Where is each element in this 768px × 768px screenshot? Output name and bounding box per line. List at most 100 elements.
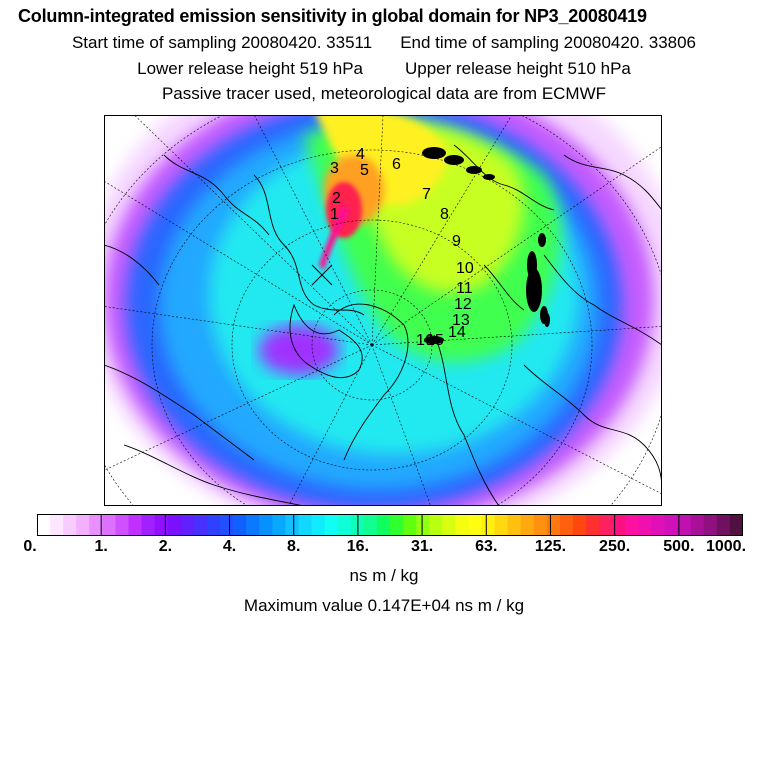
colorbar-swatch xyxy=(89,514,103,536)
lower-release-height-label: Lower release height 519 hPa xyxy=(137,59,363,78)
colorbar-swatch xyxy=(376,514,391,536)
colorbar-swatch xyxy=(141,514,156,536)
colorbar-swatch xyxy=(703,514,718,536)
colorbar-swatch xyxy=(664,514,679,536)
time-marker-8: 8 xyxy=(440,206,449,223)
colorbar-swatch xyxy=(573,514,587,536)
time-marker-6: 6 xyxy=(392,156,401,173)
colorbar xyxy=(36,514,744,536)
time-marker-14: 14 xyxy=(448,324,466,341)
colorbar-swatch xyxy=(520,514,535,536)
colorbar-swatch xyxy=(729,514,744,536)
colorbar-tick-label: 250. xyxy=(599,538,631,555)
colorbar-tick-label: 31. xyxy=(410,538,434,555)
colorbar-swatch xyxy=(403,514,417,536)
colorbar-swatch xyxy=(546,514,561,536)
colorbar-swatch xyxy=(716,514,731,536)
colorbar-swatch xyxy=(690,514,705,536)
colorbar-tick-label: 4. xyxy=(222,538,237,555)
time-marker-2: 2 xyxy=(332,190,341,207)
colorbar-swatch xyxy=(651,514,666,536)
maximum-value-label: Maximum value 0.147E+04 ns m / kg xyxy=(243,596,525,615)
colorbar-swatch xyxy=(50,514,64,536)
colorbar-swatch xyxy=(233,514,247,536)
time-marker-3: 3 xyxy=(330,160,339,177)
colorbar-swatch xyxy=(259,514,273,536)
start-time-label: Start time of sampling 20080420. 33511 xyxy=(71,33,373,52)
colorbar-swatch xyxy=(76,514,90,536)
upper-release-height-label: Upper release height 510 hPa xyxy=(405,59,631,78)
map-border xyxy=(104,115,662,506)
colorbar-swatch xyxy=(167,514,182,536)
colorbar-swatch xyxy=(337,514,352,536)
colorbar-tick-label: 2. xyxy=(158,538,173,555)
colorbar-swatch xyxy=(206,514,221,536)
model-note: Passive tracer used, meteorological data… xyxy=(161,84,607,103)
colorbar-swatch xyxy=(193,514,208,536)
colorbar-swatch xyxy=(416,514,430,536)
colorbar-swatch xyxy=(494,514,509,536)
colorbar-swatch xyxy=(677,514,692,536)
colorbar-tick-labels: 0. 1. 2. 4. 8. 16. 31. 63. 125. 250. 500. 1000. xyxy=(0,538,768,560)
colorbar-swatch xyxy=(586,514,600,536)
colorbar-tick-label: 63. xyxy=(475,538,498,555)
colorbar-swatch xyxy=(246,514,260,536)
colorbar-tick-label: 500. xyxy=(663,538,695,555)
colorbar-svg xyxy=(36,514,744,536)
time-marker-15: 15 xyxy=(426,332,444,349)
release-location-marker xyxy=(311,264,333,286)
colorbar-swatch xyxy=(324,514,339,536)
time-markers: 1 2 3 4 5 6 7 8 9 10 11 12 13 14 15 16 xyxy=(330,146,474,349)
colorbar-swatch xyxy=(468,514,483,536)
colorbar-swatch xyxy=(285,514,300,536)
sampling-times: Start time of sampling 20080420. 33511 En… xyxy=(0,33,768,53)
coastlines xyxy=(104,144,662,506)
colorbar-border xyxy=(37,514,743,536)
colorbar-swatch xyxy=(481,514,496,536)
time-marker-5: 5 xyxy=(360,162,369,179)
colorbar-swatch xyxy=(115,514,130,536)
colorbar-swatch xyxy=(638,514,653,536)
sensitivity-plume xyxy=(319,205,350,270)
end-time-label: End time of sampling 20080420. 33806 xyxy=(400,33,697,52)
plot-title: Column-integrated emission sensitivity i… xyxy=(18,6,647,26)
colorbar-tick-label: 8. xyxy=(287,538,301,555)
colorbar-swatch xyxy=(272,514,286,536)
time-marker-4: 4 xyxy=(356,146,365,163)
colorbar-swatch xyxy=(63,514,77,536)
colorbar-swatch xyxy=(507,514,522,536)
colorbar-swatch xyxy=(37,514,51,536)
time-marker-7: 7 xyxy=(422,186,431,203)
colorbar-swatch xyxy=(533,514,548,536)
release-heights: Lower release height 519 hPa Upper releas… xyxy=(0,59,768,79)
colorbar-swatch xyxy=(102,514,117,536)
time-marker-16: 16 xyxy=(416,332,434,349)
colorbar-swatch xyxy=(154,514,169,536)
colorbar-tick-label: 1. xyxy=(94,538,108,555)
colorbar-swatch xyxy=(625,514,639,536)
colorbar-swatch xyxy=(220,514,234,536)
time-marker-11: 11 xyxy=(456,280,473,297)
colorbar-swatch xyxy=(390,514,404,536)
time-marker-10: 10 xyxy=(456,260,474,277)
dark-patches xyxy=(422,147,550,344)
colorbar-unit: ns m / kg xyxy=(349,566,419,585)
colorbar-swatch xyxy=(599,514,613,536)
time-marker-1: 1 xyxy=(330,206,339,223)
colorbar-swatch xyxy=(559,514,574,536)
colorbar-tick-label: 16. xyxy=(346,538,370,555)
colorbar-swatch xyxy=(311,514,326,536)
colorbar-tick-label: 125. xyxy=(534,538,567,555)
colorbar-tick-label: 0. xyxy=(23,538,37,555)
sensitivity-map: 1 2 3 4 5 6 7 8 9 10 11 12 13 14 15 16 xyxy=(104,115,662,506)
time-marker-13: 13 xyxy=(452,312,470,329)
graticule xyxy=(104,115,662,506)
time-marker-12: 12 xyxy=(454,296,472,313)
colorbar-swatch xyxy=(612,514,626,536)
colorbar-swatch xyxy=(442,514,456,536)
time-marker-9: 9 xyxy=(452,233,461,250)
colorbar-swatch xyxy=(298,514,313,536)
colorbar-tick-label: 1000. xyxy=(705,538,747,555)
colorbar-swatch xyxy=(455,514,470,536)
sensitivity-field-left-blob xyxy=(259,325,339,375)
